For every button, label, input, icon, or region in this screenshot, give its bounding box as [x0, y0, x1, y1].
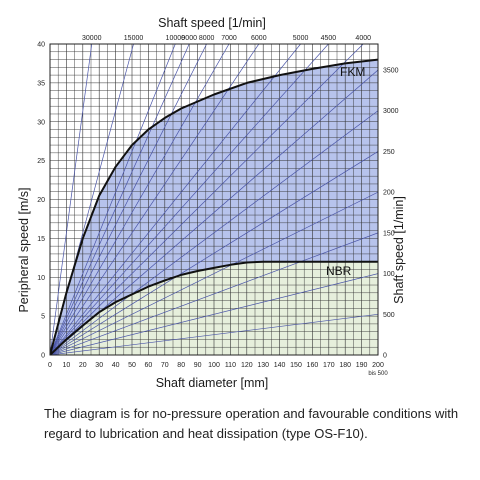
plot-frame	[49, 43, 379, 356]
right-speed-label: 0	[383, 353, 387, 360]
x-tick-label: 30	[95, 362, 103, 369]
speed-line-2000	[50, 191, 378, 355]
y-tick-label: 40	[37, 42, 45, 49]
top-speed-label: 6000	[251, 35, 267, 42]
x-tick-label: 10	[63, 362, 71, 369]
y-tick-label: 10	[37, 275, 45, 282]
speed-line-30000	[50, 44, 93, 355]
x-tick-label: 200	[372, 362, 384, 369]
right-speed-label: 3000	[383, 108, 399, 115]
top-speed-label: 30000	[82, 35, 102, 42]
speed-line-8000	[50, 44, 207, 355]
x-tick-label: 170	[323, 362, 335, 369]
y-tick-label: 30	[37, 119, 45, 126]
y-tick-label: 20	[37, 197, 45, 204]
x-tick-label: 130	[257, 362, 269, 369]
right-speed-label: 250	[383, 149, 395, 156]
speed-line-500	[50, 313, 378, 355]
x-tick-label: 60	[145, 362, 153, 369]
y-axis-title: Peripheral speed [m/s]	[17, 187, 31, 312]
top-speed-label: 8000	[199, 35, 215, 42]
speed-line-10000	[50, 44, 176, 355]
curve-nbr	[50, 260, 378, 355]
right-axis-title: Shaft speed [1/min]	[392, 196, 406, 304]
x-tick-label: 110	[225, 362, 236, 369]
speed-line-3000	[50, 110, 378, 355]
series-label-fkm: FKM	[340, 65, 365, 79]
x-tick-label: 180	[339, 362, 351, 369]
speed-line-1500	[50, 232, 378, 355]
x-tick-label: 120	[241, 362, 253, 369]
top-axis-title: Shaft speed [1/min]	[158, 16, 266, 30]
y-tick-label: 15	[37, 236, 45, 243]
top-speed-label: 4000	[355, 35, 371, 42]
top-speed-label: 7000	[221, 35, 237, 42]
x-tick-label: 90	[194, 362, 202, 369]
x-tick-label: 50	[128, 362, 136, 369]
top-speed-label: 15000	[124, 35, 144, 42]
x-tick-label: 40	[112, 362, 120, 369]
top-speed-label: 4500	[321, 35, 337, 42]
x-tick-label: 0	[48, 362, 52, 369]
right-speed-label: 100	[383, 271, 395, 278]
y-tick-label: 5	[41, 314, 45, 321]
top-speed-label: 5000	[293, 35, 309, 42]
speed-line-4000	[50, 44, 364, 355]
caption: The diagram is for no-pressure operation…	[44, 406, 459, 441]
y-tick-label: 35	[37, 80, 45, 87]
speed-line-7000	[50, 44, 230, 355]
x-tick-extra: bis 500	[368, 371, 388, 377]
right-speed-label: 500	[383, 312, 395, 319]
right-speed-label: 3500	[383, 68, 399, 75]
x-tick-label: 140	[274, 362, 286, 369]
x-tick-label: 20	[79, 362, 87, 369]
x-tick-label: 100	[208, 362, 220, 369]
right-speed-label: 150	[383, 230, 395, 237]
speed-line-4500	[50, 44, 329, 355]
x-tick-label: 70	[161, 362, 169, 369]
series-label-nbr: NBR	[326, 264, 352, 278]
right-speed-label: 200	[383, 190, 395, 197]
speed-line-3500	[50, 69, 378, 355]
x-axis-title: Shaft diameter [mm]	[156, 376, 269, 390]
chart: 0 10 20 30 40 50 60 70 80 90 100 110 120 130 140 150 160…	[17, 16, 406, 390]
speed-line-6000	[50, 44, 260, 355]
x-tick-label: 150	[290, 362, 302, 369]
speed-line-9000	[50, 44, 190, 355]
x-tick-label: 160	[307, 362, 319, 369]
speed-line-2500	[50, 151, 378, 355]
y-tick-label: 25	[37, 158, 45, 165]
curve-fkm	[50, 58, 378, 355]
speed-line-5000	[50, 44, 301, 355]
speed-line-1000	[50, 273, 378, 355]
y-tick-label: 0	[41, 353, 45, 360]
top-speed-label: 10000	[166, 35, 186, 42]
x-tick-label: 190	[356, 362, 368, 369]
x-tick-label: 80	[177, 362, 185, 369]
top-speed-label: 9000	[181, 35, 197, 42]
